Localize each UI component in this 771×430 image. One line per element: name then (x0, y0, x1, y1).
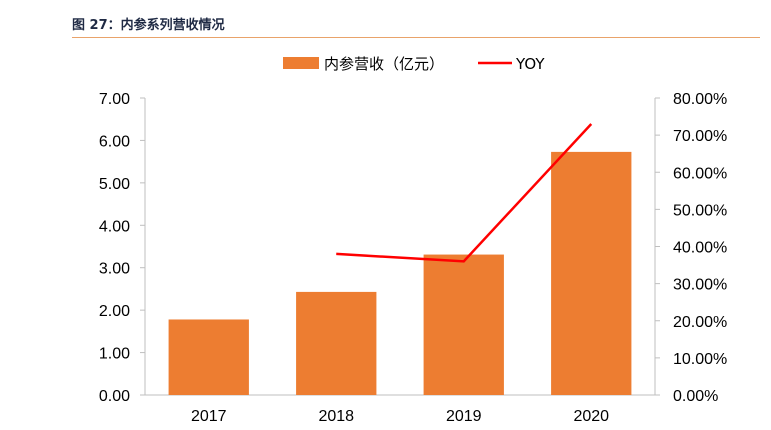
legend: 内参营收（亿元） YOY (283, 55, 545, 73)
right-axis-tick-label: 40.00% (673, 240, 727, 257)
right-axis-tick-label: 50.00% (673, 202, 727, 219)
left-axis-tick-label: 2.00 (99, 303, 130, 320)
yoy-line-series (336, 123, 593, 263)
legend-bar-label: 内参营收（亿元） (324, 55, 444, 73)
bar-2019 (423, 254, 504, 395)
left-axis-tick-label: 3.00 (99, 261, 130, 278)
right-axis-tick-label: 80.00% (673, 91, 727, 108)
figure-title: 图 27：内参系列营收情况 (72, 18, 225, 33)
left-axis-tick-label: 6.00 (99, 133, 130, 150)
title-divider (72, 37, 760, 38)
right-axis-tick-label: 20.00% (673, 314, 727, 331)
bar-series (168, 151, 632, 395)
legend-line-label: YOY (515, 55, 545, 73)
bar-2018 (296, 291, 377, 395)
left-axis-tick-label: 7.00 (99, 91, 130, 108)
right-axis-tick-label: 0.00% (673, 388, 718, 405)
x-axis-tick-label: 2018 (318, 408, 354, 425)
x-axis-tick-label: 2020 (573, 408, 609, 425)
left-axis-tick-label: 0.00 (99, 388, 130, 405)
bar-2020 (551, 151, 632, 395)
right-axis-tick-label: 30.00% (673, 277, 727, 294)
left-axis-tick-label: 5.00 (99, 176, 130, 193)
legend-bar-swatch (283, 57, 319, 69)
x-axis-tick-label: 2017 (191, 408, 227, 425)
left-axis-tick-label: 1.00 (99, 346, 130, 363)
right-axis-tick-label: 70.00% (673, 128, 727, 145)
x-axis-tick-label: 2019 (446, 408, 482, 425)
right-axis-tick-label: 60.00% (673, 165, 727, 182)
bar-2017 (168, 319, 249, 395)
right-axis-tick-label: 10.00% (673, 351, 727, 368)
left-axis-tick-label: 4.00 (99, 218, 130, 235)
